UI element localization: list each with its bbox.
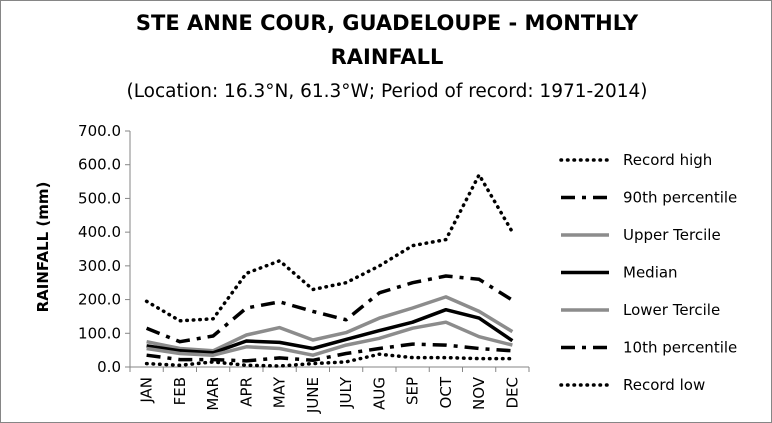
- y-tick-label: 200.0: [78, 291, 121, 309]
- series-line-record-high: [144, 173, 515, 323]
- legend-label-median: Median: [623, 264, 678, 282]
- y-axis-title: RAINFALL (mm): [34, 182, 52, 313]
- x-tick-label-feb: FEB: [171, 377, 189, 405]
- chart-title-line-1: STE ANNE COUR, GUADELOUPE - MONTHLY: [136, 11, 639, 35]
- y-tick-label: 300.0: [78, 257, 121, 275]
- chart-title-line-2: RAINFALL: [331, 45, 444, 69]
- series-line-90th-percentile: [145, 274, 514, 344]
- x-tick-label-dec: DEC: [503, 377, 521, 409]
- legend-label-lower-tercile: Lower Tercile: [623, 301, 720, 319]
- series-line-10th-percentile: [146, 342, 513, 363]
- y-tick-label: 0.0: [97, 358, 121, 376]
- y-tick-label: 500.0: [78, 189, 121, 207]
- legend-label-record-high: Record high: [623, 151, 712, 169]
- x-tick-label-sep: SEP: [404, 377, 422, 405]
- y-tick-label: 700.0: [78, 122, 121, 140]
- legend-label-record-low: Record low: [623, 376, 705, 394]
- x-tick-label-aug: AUG: [370, 377, 388, 410]
- legend: Record high 90th percentile Upper Tercile M…: [559, 151, 737, 394]
- series-line-lower-tercile: [146, 320, 513, 357]
- x-tick-label-jan: JAN: [138, 377, 156, 404]
- legend-label-90th-percentile: 90th percentile: [623, 189, 737, 207]
- legend-label-10th-percentile: 10th percentile: [623, 339, 737, 357]
- x-tick-label-oct: OCT: [437, 376, 455, 408]
- x-tick-label-nov: NOV: [470, 376, 488, 410]
- x-tick-label-apr: APR: [237, 377, 255, 407]
- series-line-record-low: [144, 352, 515, 368]
- legend-label-upper-tercile: Upper Tercile: [623, 226, 721, 244]
- y-tick-label: 600.0: [78, 156, 121, 174]
- y-tick-label: 400.0: [78, 223, 121, 241]
- x-tick-label-july: JULY: [337, 376, 355, 409]
- x-tick-label-june: JUNE: [304, 377, 322, 414]
- x-tick-label-mar: MAR: [204, 377, 222, 411]
- series-line-upper-tercile: [146, 295, 514, 353]
- series-line-median: [146, 307, 514, 355]
- x-tick-label-may: MAY: [271, 376, 289, 408]
- y-tick-label: 100.0: [78, 324, 121, 342]
- plot-area: 0.0 100.0 200.0 300.0 400.0 500.0 600.0 700.0 JA…: [78, 122, 530, 414]
- chart-subtitle: (Location: 16.3°N, 61.3°W; Period of rec…: [126, 81, 647, 102]
